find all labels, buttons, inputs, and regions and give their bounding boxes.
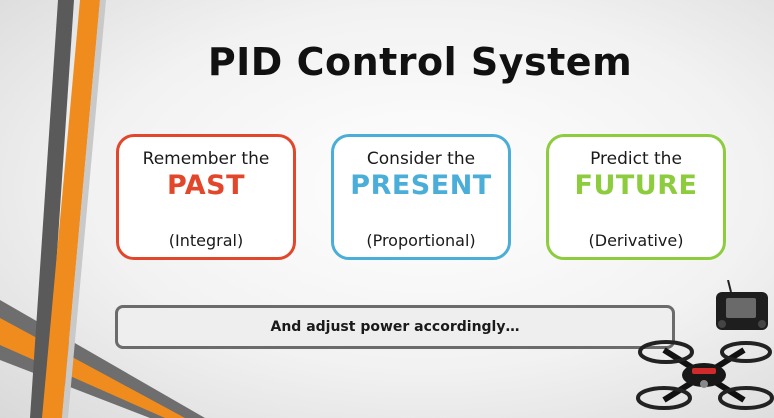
slide-title: PID Control System	[207, 40, 633, 84]
future-card: Predict the FUTURE (Derivative)	[546, 134, 726, 260]
present-card-term: (Proportional)	[366, 231, 476, 250]
light-shadow-stripe	[62, 0, 106, 418]
present-card: Consider the PRESENT (Proportional)	[331, 134, 511, 260]
future-card-term: (Derivative)	[588, 231, 684, 250]
present-card-highlight: PRESENT	[350, 170, 492, 201]
adjust-power-text: And adjust power accordingly…	[270, 319, 520, 335]
quadcopter-icon	[636, 340, 774, 410]
future-card-lead: Predict the	[590, 149, 682, 169]
drone-image	[636, 280, 774, 410]
past-card-term: (Integral)	[168, 231, 244, 250]
past-card: Remember the PAST (Integral)	[116, 134, 296, 260]
present-card-lead: Consider the	[366, 149, 476, 169]
remote-controller-icon	[716, 280, 768, 330]
past-card-lead: Remember the	[142, 149, 270, 169]
orange-stripe-diagonal	[42, 0, 100, 418]
adjust-power-bar: And adjust power accordingly…	[115, 305, 675, 349]
gray-stripe-diagonal	[30, 0, 74, 418]
past-card-highlight: PAST	[166, 170, 246, 201]
future-card-highlight: FUTURE	[574, 170, 698, 201]
